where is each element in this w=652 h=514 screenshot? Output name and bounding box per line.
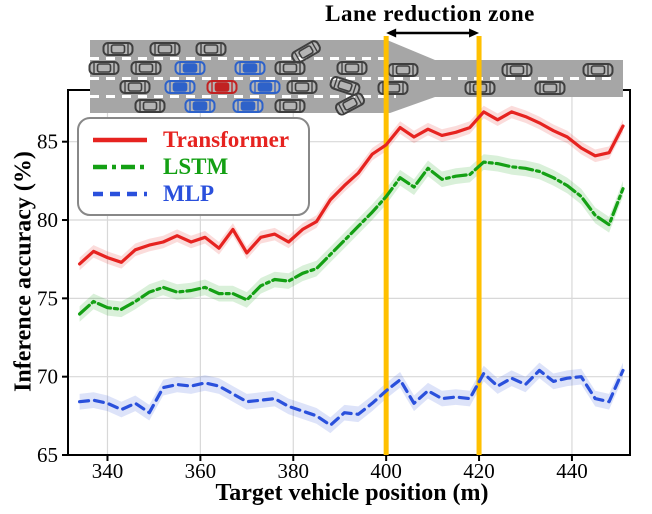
x-tick-label: 340 — [92, 459, 124, 483]
black-car-icon — [336, 61, 368, 75]
legend-line-sample-dashed — [93, 191, 147, 196]
y-axis-title: Inference accuracy (%) — [10, 151, 37, 392]
lane-reduction-zone-title: Lane reduction zone — [325, 1, 535, 26]
x-tick-label: 400 — [370, 459, 402, 483]
black-car-icon — [149, 42, 181, 56]
confidence-band-mlp — [79, 362, 624, 434]
blue-car-icon — [164, 80, 196, 94]
series-line-transformer — [77, 110, 625, 266]
blue-car-icon — [174, 61, 206, 75]
y-tick-label: 70 — [37, 365, 58, 389]
confidence-band-transformer — [79, 105, 624, 271]
legend-line-sample-dashdot — [93, 164, 147, 169]
y-tick-label: 80 — [37, 208, 58, 232]
blue-car-icon — [234, 61, 266, 75]
chart-legend: Transformer LSTM MLP — [77, 117, 310, 216]
black-car-icon — [134, 99, 166, 113]
legend-line-sample-solid — [93, 137, 147, 142]
black-car-icon — [195, 42, 227, 56]
blue-car-icon — [249, 80, 281, 94]
lane-reduction-extent-arrow — [386, 28, 480, 38]
legend-label: LSTM — [163, 154, 229, 179]
confidence-band-lstm — [79, 154, 624, 322]
blue-car-icon — [232, 99, 264, 113]
black-car-icon — [377, 81, 409, 95]
x-axis-title: Target vehicle position (m) — [215, 480, 489, 506]
x-tick-label: 420 — [463, 459, 495, 483]
black-car-icon — [119, 80, 151, 94]
x-tick-label: 380 — [278, 459, 310, 483]
series-line-mlp — [77, 368, 625, 427]
blue-car-icon — [184, 99, 216, 113]
road-illustration — [88, 40, 623, 116]
black-car-icon — [387, 63, 419, 77]
black-car-icon — [286, 80, 318, 94]
legend-label: Transformer — [163, 127, 290, 152]
series-line-lstm — [77, 160, 625, 316]
black-car-icon — [534, 81, 566, 95]
y-tick-label: 65 — [37, 443, 58, 467]
black-car-icon — [291, 40, 321, 64]
y-tick-label: 75 — [37, 286, 58, 310]
red-car-icon — [206, 80, 238, 94]
y-tick-label: 85 — [37, 130, 58, 154]
black-car-icon — [274, 99, 306, 113]
black-car-icon — [501, 63, 533, 77]
legend-item-mlp: MLP — [91, 180, 296, 207]
black-car-icon — [334, 92, 366, 116]
legend-item-lstm: LSTM — [91, 153, 296, 180]
black-car-icon — [102, 42, 134, 56]
black-car-icon — [329, 75, 361, 97]
black-car-icon — [274, 61, 306, 75]
legend-item-transformer: Transformer — [91, 126, 296, 153]
black-car-icon — [130, 61, 162, 75]
legend-label: MLP — [163, 181, 215, 206]
x-tick-label: 360 — [185, 459, 217, 483]
black-car-icon — [88, 61, 120, 75]
x-tick-label: 440 — [556, 459, 588, 483]
black-car-icon — [582, 63, 614, 77]
